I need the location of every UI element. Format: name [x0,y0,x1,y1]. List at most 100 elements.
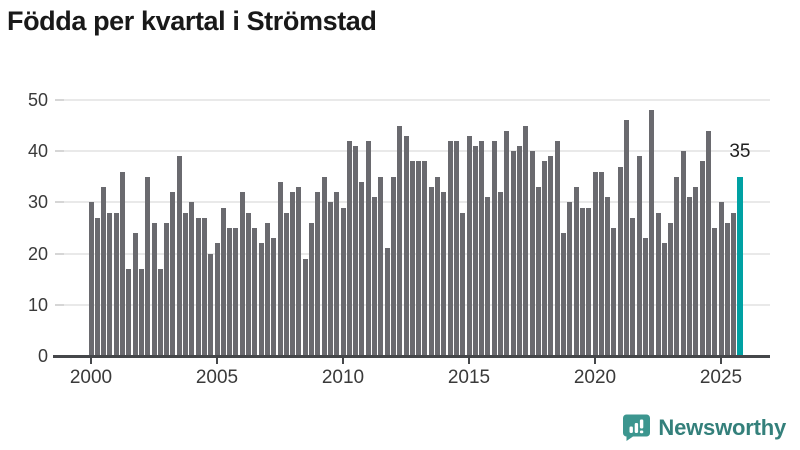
x-axis-label-2020: 2020 [573,367,617,388]
bar [561,233,566,357]
y-axis-label-40: 40 [27,141,48,162]
bar [624,120,629,357]
x-tick-2005 [216,358,218,364]
bar [535,187,541,357]
y-tick-30 [55,201,64,204]
bar [327,202,333,357]
x-axis-label-2005: 2005 [195,367,239,388]
bar [201,217,207,357]
bar [340,207,346,357]
bar [290,192,296,357]
bar [548,156,554,357]
newsworthy-logo-icon [622,413,651,442]
bar [365,140,371,357]
bar [271,238,277,357]
bar [472,146,478,357]
bar [441,192,447,357]
bar [246,212,251,357]
y-axis-label-20: 20 [27,243,48,264]
bar [258,243,264,357]
bar [611,228,617,357]
bar [120,171,125,357]
x-tick-2010 [342,358,344,364]
bar [712,228,718,357]
bar [416,161,422,357]
bar [668,222,674,357]
bar [523,125,529,357]
bar [598,171,604,357]
bar [334,192,340,357]
bar [227,228,233,357]
bar [510,151,516,357]
bar [384,248,390,357]
bar [164,222,170,357]
bar [554,140,560,357]
gridline-y50 [58,99,770,101]
bar [605,197,611,357]
y-tick-10 [55,303,64,306]
bar [636,156,642,357]
bar [693,187,699,357]
bar [529,151,535,357]
highlight-value-label: 35 [729,140,751,162]
bar [359,181,365,357]
bar [542,161,548,357]
bar [731,212,737,357]
bar [107,212,113,357]
bar [88,202,94,357]
bar [435,176,440,357]
bar [397,125,403,357]
y-axis-label-10: 10 [27,294,48,315]
bar [498,192,503,357]
bar [252,228,258,357]
bar [346,140,352,357]
bar [504,130,510,357]
x-axis-label-2015: 2015 [447,367,491,388]
x-tick-2000 [90,358,92,364]
bar [460,212,466,357]
bar [94,217,100,357]
y-axis-label-0: 0 [37,346,48,366]
bar [699,161,705,357]
bar [642,238,648,357]
y-tick-20 [55,252,64,255]
bar [447,140,453,357]
bar [724,222,730,357]
bar [157,268,163,357]
bar [661,243,667,357]
brand-name: Newsworthy [658,414,786,440]
bar [390,176,396,357]
bar [283,212,289,357]
bar [718,202,724,357]
bar [567,202,573,357]
bar [403,135,409,357]
y-axis-label-50: 50 [27,90,48,110]
bar [170,192,176,357]
bar [138,268,144,357]
bar [239,192,245,357]
highlight-bar [736,176,743,357]
x-tick-2020 [594,358,596,364]
bar [705,130,711,357]
bar [208,253,214,357]
bar [277,181,283,357]
bar [409,161,415,357]
bar [378,176,384,357]
chart-title: Födda per kvartal i Strömstad [7,6,377,36]
bar [233,228,239,357]
bar [466,135,472,357]
bar [586,207,592,357]
bar [655,212,661,357]
bar [132,233,138,357]
y-tick-40 [55,150,64,153]
bar [151,222,157,357]
x-tick-2015 [468,358,470,364]
bar [516,146,522,357]
bar [491,140,497,357]
bar [220,207,226,357]
bar [296,187,302,357]
bar [573,187,579,357]
bar [176,156,182,357]
brand-footer: Newsworthy [622,413,786,442]
bar [113,212,119,357]
